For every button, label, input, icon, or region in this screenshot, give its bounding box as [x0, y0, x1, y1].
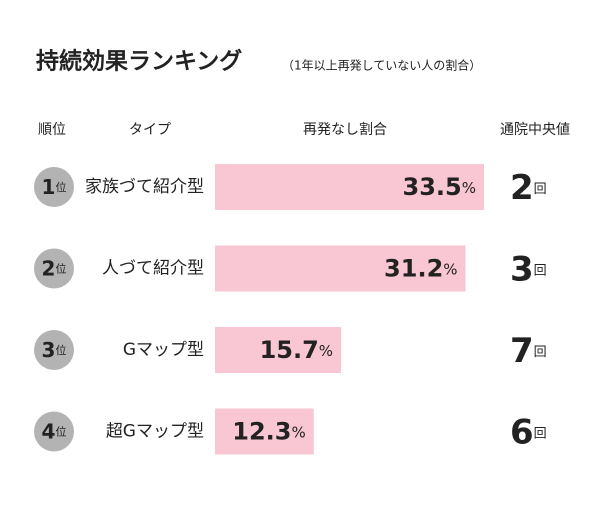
median-header: 通院中央値 [500, 122, 570, 138]
rank-label: 2位 [42, 256, 67, 280]
bar [215, 245, 466, 292]
chart-subtitle: （1年以上再発していない人の割合） [282, 58, 481, 73]
chart-title: 持続効果ランキング [36, 48, 242, 75]
category-header: タイプ [129, 122, 171, 138]
rank-label: 3位 [42, 338, 67, 362]
category-label: 超Gマップ型 [106, 422, 204, 442]
median-label: 7回 [510, 331, 547, 371]
value-label: 12.3% [232, 418, 305, 446]
category-label: 家族づて紹介型 [85, 177, 204, 197]
rank-badge [34, 167, 74, 207]
rank-badge [34, 411, 74, 452]
category-label: 人づて紹介型 [102, 259, 204, 279]
series-header: 再発なし割合 [303, 121, 387, 138]
value-label: 15.7% [260, 336, 333, 364]
median-label: 6回 [510, 412, 547, 452]
value-label: 31.2% [384, 255, 457, 283]
rank-badge [34, 330, 74, 370]
category-label: Gマップ型 [123, 340, 204, 360]
median-label: 2回 [510, 168, 547, 208]
value-label: 33.5% [403, 173, 476, 201]
median-label: 3回 [510, 249, 547, 289]
bar [215, 408, 314, 455]
rank-label: 4位 [42, 419, 67, 443]
bar [215, 327, 342, 373]
rank-header: 順位 [38, 122, 66, 138]
rank-badge [34, 248, 74, 289]
bar [215, 164, 484, 210]
rank-label: 1位 [42, 175, 67, 199]
